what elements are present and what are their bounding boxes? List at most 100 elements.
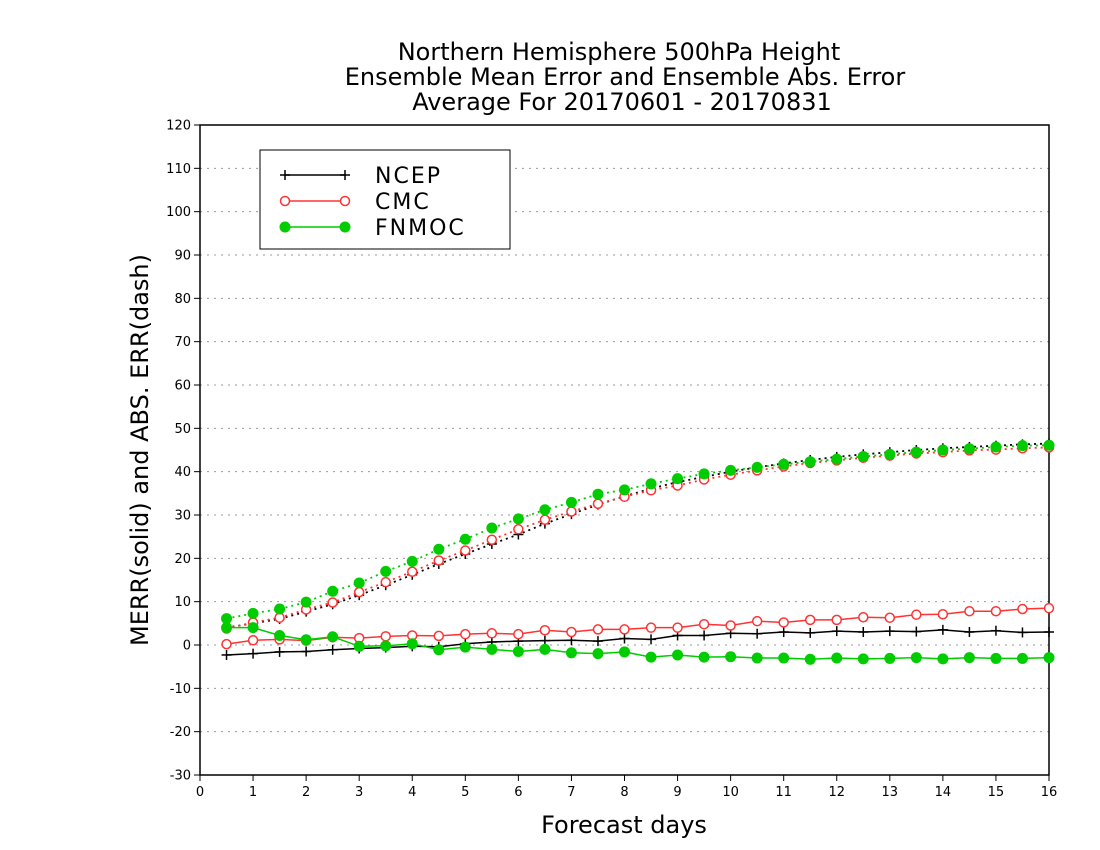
y-tick-label: 70: [174, 335, 191, 350]
data-point-cmc-abs-err: [539, 514, 551, 526]
data-point-cmc-merr: [672, 622, 683, 633]
data-point-cmc-merr: [884, 612, 896, 623]
data-point-cmc-merr: [858, 612, 869, 623]
y-tick-label: 10: [174, 595, 191, 610]
data-point-fnmoc-merr: [672, 649, 684, 661]
data-point-fnmoc-abs-err: [433, 543, 445, 555]
data-point-ncep-merr: [911, 626, 922, 637]
y-tick-label: -20: [170, 725, 191, 740]
data-point-cmc-abs-err: [486, 534, 498, 545]
data-point-ncep-merr: [937, 624, 948, 635]
data-point-fnmoc-merr: [963, 652, 975, 664]
data-point-cmc-merr: [513, 628, 524, 640]
data-point-fnmoc-abs-err: [406, 555, 418, 567]
data-point-fnmoc-abs-err: [804, 456, 816, 468]
data-point-cmc-merr: [486, 628, 498, 639]
data-point-fnmoc-merr: [353, 640, 365, 652]
y-tick-label: 80: [174, 292, 191, 307]
data-point-cmc-merr: [964, 605, 975, 617]
y-tick-label: 20: [174, 552, 191, 567]
series-line-fnmoc-abs-err: [226, 444, 1050, 620]
y-tick-label: 50: [174, 422, 191, 437]
data-point-fnmoc-abs-err: [831, 453, 843, 465]
chart-title-line-2: Ensemble Mean Error and Ensemble Abs. Er…: [345, 63, 906, 91]
data-point-fnmoc-merr: [565, 647, 577, 659]
data-point-fnmoc-merr: [406, 638, 418, 650]
data-point-fnmoc-abs-err: [751, 461, 763, 473]
x-tick-label: 12: [828, 785, 845, 800]
data-point-fnmoc-abs-err: [990, 441, 1002, 453]
data-point-cmc-merr: [433, 630, 445, 642]
data-point-fnmoc-abs-err: [884, 448, 896, 460]
data-point-fnmoc-merr: [247, 622, 259, 634]
data-point-cmc-merr: [1017, 603, 1028, 615]
data-point-fnmoc-merr: [804, 653, 816, 665]
data-point-fnmoc-merr: [486, 643, 498, 655]
data-point-fnmoc-merr: [698, 651, 710, 663]
data-point-cmc-merr: [751, 615, 763, 627]
data-point-fnmoc-abs-err: [645, 478, 657, 490]
data-point-cmc-abs-err: [380, 576, 391, 588]
data-point-cmc-merr: [911, 609, 922, 620]
data-point-fnmoc-abs-err: [247, 607, 259, 619]
data-point-ncep-merr: [327, 644, 338, 655]
data-point-cmc-abs-err: [327, 597, 338, 608]
data-point-fnmoc-merr: [857, 653, 869, 665]
series-fnmoc: [221, 439, 1055, 665]
y-tick-label: 120: [166, 119, 191, 134]
data-point-fnmoc-abs-err: [353, 577, 365, 589]
legend-marker: [279, 195, 291, 207]
data-point-cmc-merr: [619, 624, 630, 635]
series-cmc: [221, 442, 1055, 650]
data-point-fnmoc-abs-err: [300, 596, 312, 608]
y-tick-label: 30: [174, 509, 191, 524]
data-point-cmc-abs-err: [353, 586, 365, 598]
data-point-fnmoc-abs-err: [221, 613, 233, 625]
legend-marker: [339, 195, 351, 207]
data-point-ncep-merr: [990, 625, 1001, 636]
data-point-cmc-merr: [460, 628, 471, 640]
data-point-cmc-merr: [831, 614, 842, 626]
data-point-fnmoc-abs-err: [459, 533, 471, 545]
x-tick-label: 4: [408, 785, 416, 800]
data-point-cmc-merr: [221, 638, 232, 650]
series-line-cmc-abs-err: [226, 446, 1050, 630]
data-point-fnmoc-merr: [539, 643, 551, 655]
data-point-fnmoc-abs-err: [512, 513, 524, 525]
series-line-ncep-abs-err: [226, 442, 1050, 629]
x-tick-label: 6: [514, 785, 522, 800]
gridlines: [200, 167, 1049, 733]
data-point-cmc-abs-err: [433, 555, 445, 566]
data-point-fnmoc-abs-err: [698, 468, 710, 480]
data-point-ncep-merr: [858, 627, 869, 637]
data-point-ncep-merr: [592, 636, 603, 647]
data-point-ncep-merr: [752, 628, 763, 639]
x-tick-label: 11: [775, 785, 792, 800]
y-tick-label: 60: [174, 379, 191, 394]
data-point-fnmoc-abs-err: [619, 484, 630, 496]
data-point-fnmoc-abs-err: [539, 504, 551, 516]
data-point-cmc-merr: [539, 625, 551, 636]
legend-marker: [280, 170, 290, 180]
legend-label: FNMOC: [375, 216, 466, 241]
y-tick-label: 100: [166, 205, 191, 220]
data-point-fnmoc-abs-err: [486, 522, 498, 534]
data-point-fnmoc-merr: [619, 646, 630, 658]
data-point-ncep-merr: [1044, 627, 1054, 637]
data-point-ncep-merr: [221, 649, 232, 660]
legend-box: [259, 149, 511, 250]
data-point-cmc-merr: [247, 634, 259, 646]
data-point-fnmoc-merr: [592, 648, 604, 660]
data-point-fnmoc-abs-err: [963, 443, 975, 455]
x-tick-label: 2: [302, 785, 310, 800]
x-tick-label: 16: [1041, 785, 1058, 800]
data-point-fnmoc-abs-err: [592, 488, 604, 500]
legend-marker: [279, 221, 291, 233]
data-point-fnmoc-merr: [512, 646, 524, 657]
data-point-cmc-abs-err: [407, 566, 418, 578]
x-tick-label: 0: [196, 785, 204, 800]
data-point-cmc-merr: [698, 618, 710, 630]
data-point-ncep-merr: [248, 648, 259, 659]
